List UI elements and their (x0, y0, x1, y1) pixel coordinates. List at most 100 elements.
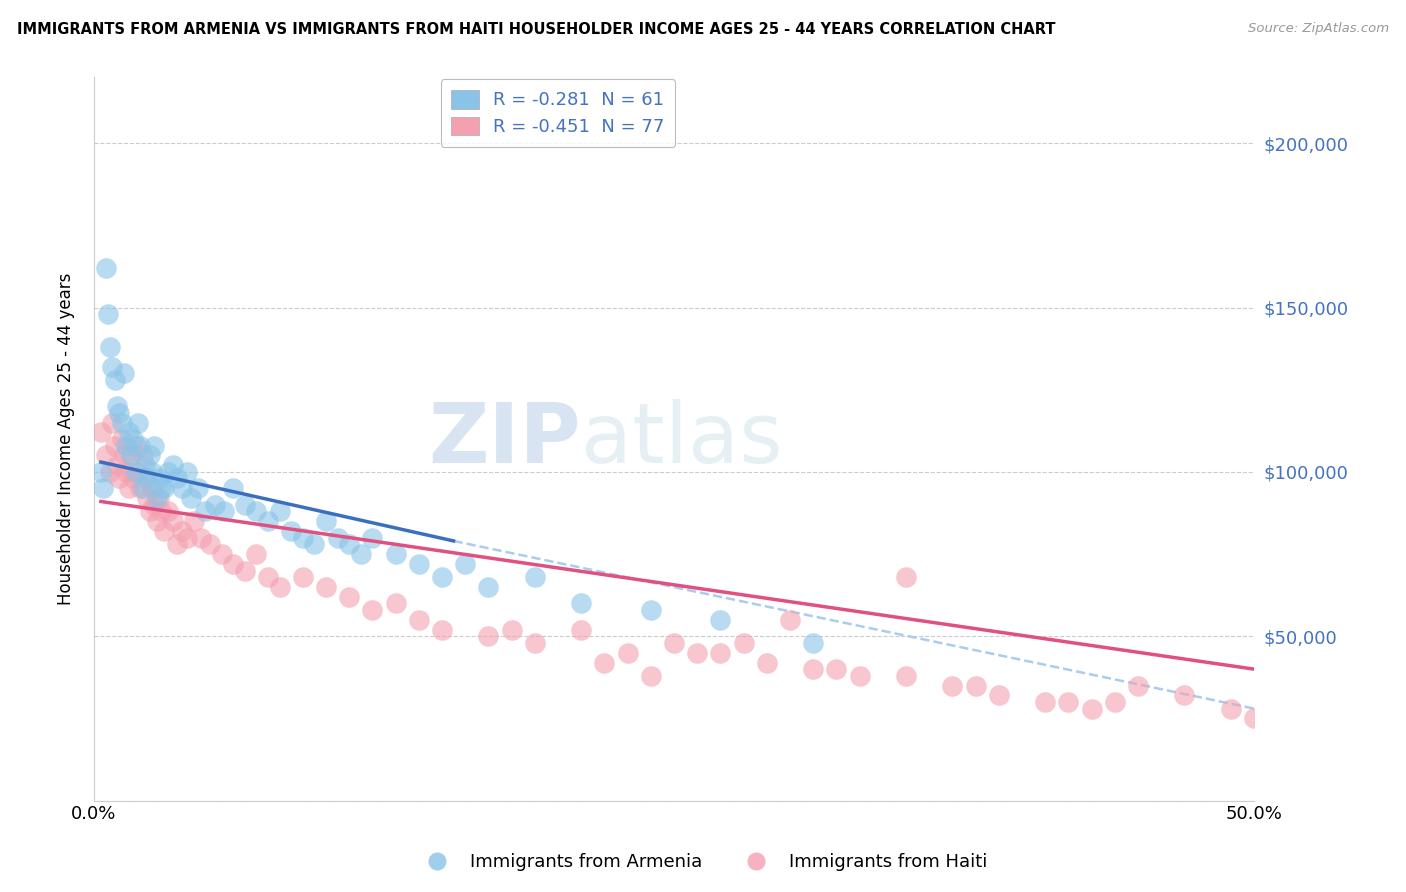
Point (152, 481, 174, 495)
Point (569, 623, 592, 637)
Point (172, 524, 194, 538)
Point (211, 547, 233, 561)
Point (145, 491, 167, 506)
Point (269, 504, 291, 518)
Point (894, 669, 917, 683)
Point (162, 458, 184, 473)
Point (1104, 695, 1126, 709)
Point (304, 537, 326, 551)
Point (1289, 711, 1312, 725)
Point (245, 547, 267, 561)
Point (801, 662, 824, 676)
Point (233, 498, 256, 512)
Point (112, 366, 135, 380)
Point (105, 458, 128, 473)
Point (204, 498, 226, 512)
Point (194, 504, 217, 518)
Point (315, 580, 337, 594)
Point (138, 504, 160, 518)
Point (120, 449, 142, 463)
Point (523, 570, 546, 584)
Point (101, 359, 124, 374)
Point (143, 498, 166, 512)
Text: ZIP: ZIP (429, 399, 581, 480)
Point (105, 399, 128, 413)
Point (755, 656, 778, 670)
Point (408, 613, 430, 627)
Point (118, 425, 141, 440)
Point (136, 471, 159, 485)
Point (94, 261, 117, 276)
Point (90, 425, 112, 440)
Point (136, 491, 159, 506)
Point (148, 471, 170, 485)
Point (115, 439, 138, 453)
Point (112, 449, 135, 463)
Point (148, 491, 170, 506)
Point (430, 623, 453, 637)
Point (143, 439, 166, 453)
Point (291, 531, 314, 545)
Point (101, 416, 124, 430)
Point (326, 531, 349, 545)
Point (337, 537, 360, 551)
Y-axis label: Householder Income Ages 25 - 44 years: Householder Income Ages 25 - 44 years (58, 273, 75, 605)
Point (125, 439, 148, 453)
Text: atlas: atlas (581, 399, 783, 480)
Point (166, 537, 188, 551)
Point (361, 603, 384, 617)
Point (384, 596, 406, 610)
Point (965, 679, 987, 693)
Point (176, 465, 198, 479)
Point (569, 596, 592, 610)
Point (640, 669, 662, 683)
Point (779, 613, 801, 627)
Point (190, 531, 212, 545)
Point (222, 557, 245, 571)
Point (111, 432, 134, 446)
Point (801, 636, 824, 650)
Point (662, 636, 685, 650)
Point (477, 629, 499, 643)
Point (198, 537, 221, 551)
Point (131, 449, 153, 463)
Point (384, 547, 406, 561)
Point (187, 481, 209, 495)
Point (129, 439, 152, 453)
Point (361, 531, 384, 545)
Point (152, 524, 174, 538)
Point (686, 646, 709, 660)
Point (337, 590, 360, 604)
Point (616, 646, 638, 660)
Point (120, 449, 142, 463)
Point (104, 373, 127, 387)
Point (98, 340, 121, 354)
Point (593, 656, 616, 670)
Point (825, 662, 848, 676)
Point (477, 580, 499, 594)
Point (212, 504, 235, 518)
Legend: Immigrants from Armenia, Immigrants from Haiti: Immigrants from Armenia, Immigrants from… (412, 847, 994, 879)
Point (108, 471, 131, 485)
Point (454, 557, 477, 571)
Point (115, 465, 138, 479)
Point (125, 465, 148, 479)
Point (90, 465, 112, 479)
Point (1173, 689, 1195, 703)
Point (1126, 679, 1149, 693)
Point (1033, 695, 1056, 709)
Point (104, 439, 127, 453)
Point (129, 481, 152, 495)
Point (127, 465, 149, 479)
Point (733, 636, 755, 650)
Point (118, 481, 141, 495)
Point (91, 481, 114, 495)
Point (141, 481, 163, 495)
Point (709, 646, 731, 660)
Point (134, 471, 156, 485)
Point (501, 623, 523, 637)
Point (1243, 711, 1265, 725)
Point (166, 471, 188, 485)
Point (108, 406, 131, 420)
Point (150, 481, 173, 495)
